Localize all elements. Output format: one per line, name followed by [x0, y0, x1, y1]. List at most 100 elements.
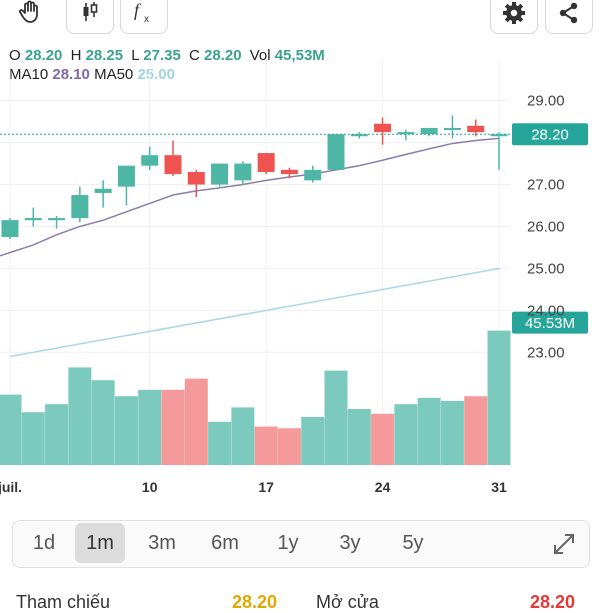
- ohlc-row: O 28.20 H 28.25 L 27.35 C 28.20 Vol 45,5…: [9, 46, 325, 65]
- open-value: 28.20: [24, 47, 63, 64]
- date-axis-tick: 10: [142, 479, 158, 495]
- candle-body: [257, 153, 275, 172]
- low-value: 27.35: [143, 47, 181, 64]
- candle-body: [304, 169, 322, 181]
- date-axis-tick: 31: [491, 479, 507, 495]
- last-volume-tag: [512, 311, 588, 334]
- last-price-tag: [512, 123, 588, 146]
- candle-body: [211, 163, 229, 185]
- ma-row: MA10 28.10 MA50 25.00: [9, 65, 325, 84]
- settings-button[interactable]: [490, 0, 538, 34]
- close-label: C: [188, 47, 200, 64]
- volume-bar: [394, 404, 418, 465]
- ohlc-legend: O 28.20 H 28.25 L 27.35 C 28.20 Vol 45,5…: [9, 46, 325, 84]
- price-axis-tick: 29.00: [527, 93, 565, 110]
- candle-body: [94, 188, 112, 193]
- open-label: O: [9, 47, 21, 64]
- volume-bar: [184, 378, 208, 465]
- volume-bar: [0, 394, 22, 465]
- ma50-label: MA50: [94, 66, 134, 83]
- low-label: L: [131, 47, 140, 64]
- price-chart[interactable]: 28.20 45.53M 29.00 27.00 26.00 25.00 24.00 23.0…: [0, 60, 600, 500]
- volume-bar: [324, 370, 348, 465]
- price-axis-tick: 24.00: [527, 302, 565, 319]
- last-volume-label: 45.53M: [525, 315, 575, 332]
- candle-body: [48, 218, 66, 221]
- volume-bar: [68, 367, 92, 465]
- volume-bar: [371, 413, 395, 465]
- date-axis-tick: 17: [258, 479, 274, 495]
- volume-label: Vol: [249, 47, 271, 64]
- range-3m-button[interactable]: 3m: [148, 531, 176, 554]
- price-axis-tick: 23.00: [527, 344, 565, 361]
- price-axis-tick: 26.00: [527, 218, 565, 235]
- reference-value: 28.20: [232, 592, 278, 612]
- range-1y-button[interactable]: 1y: [277, 531, 299, 554]
- volume-bar: [138, 389, 162, 465]
- candle-body: [350, 134, 368, 137]
- range-3y-button[interactable]: 3y: [339, 531, 361, 554]
- volume-bar: [464, 396, 488, 465]
- price-axis-tick: 27.00: [527, 177, 565, 194]
- ma10-line: [0, 137, 500, 257]
- share-button[interactable]: [545, 0, 593, 34]
- candle-body: [467, 125, 485, 133]
- volume-bar: [301, 417, 325, 465]
- volume-bar: [487, 330, 511, 465]
- open-price-value: 28.20: [530, 592, 576, 612]
- range-1m-button[interactable]: 1m: [75, 523, 125, 563]
- high-value: 28.25: [85, 47, 124, 64]
- volume-bar: [91, 380, 115, 465]
- candle-body: [420, 127, 438, 135]
- volume-bar: [277, 428, 301, 465]
- volume-bar: [45, 404, 69, 465]
- candle-body: [374, 123, 392, 133]
- svg-text:f: f: [134, 0, 142, 20]
- volume-bar: [161, 389, 185, 465]
- chart-type-button[interactable]: [66, 0, 114, 34]
- last-price-label: 28.20: [531, 127, 569, 144]
- candlestick-icon: [83, 2, 98, 21]
- candle-body: [24, 218, 42, 221]
- range-5y-button[interactable]: 5y: [402, 531, 424, 554]
- range-selector: 1d 1m 3m 6m 1y 3y 5y: [12, 520, 590, 568]
- range-1d-button[interactable]: 1d: [32, 531, 56, 554]
- volume-bar: [114, 396, 138, 465]
- date-axis-tick: juil.: [0, 479, 22, 495]
- candle-body: [117, 165, 135, 187]
- candle-body: [234, 163, 252, 181]
- volume-bar: [347, 409, 371, 465]
- date-axis-tick: 24: [375, 479, 391, 495]
- high-label: H: [70, 47, 82, 64]
- settings-icon: [503, 2, 525, 24]
- ma10-label: MA10: [9, 66, 49, 83]
- reference-label: Tham chiếu: [16, 592, 111, 612]
- candle-body: [187, 171, 205, 185]
- volume-bar: [208, 421, 232, 465]
- chart-toolbar: f x: [0, 0, 600, 40]
- open-price-label: Mở cửa: [316, 592, 379, 612]
- price-axis-tick: 25.00: [527, 260, 565, 277]
- range-6m-button[interactable]: 6m: [211, 531, 239, 554]
- candle-body: [280, 169, 298, 175]
- hand-icon: [19, 0, 38, 23]
- candle-body: [1, 220, 19, 237]
- expand-icon[interactable]: [549, 529, 579, 559]
- hand-tool-button[interactable]: [8, 0, 54, 32]
- candle-body: [71, 195, 89, 219]
- candle-body: [141, 155, 159, 166]
- candle-body: [397, 132, 415, 135]
- volume-bar: [417, 397, 441, 465]
- indicators-button[interactable]: f x: [120, 0, 168, 34]
- ma10-value: 28.10: [52, 66, 90, 83]
- quote-summary-row: Tham chiếu 28.20 Mở cửa 28.20: [0, 582, 600, 612]
- volume-bar: [231, 407, 255, 465]
- volume-bar: [21, 412, 45, 465]
- candle-body: [490, 134, 508, 137]
- candle-body: [327, 134, 345, 170]
- volume-value: 45,53M: [274, 47, 325, 64]
- candle-body: [164, 155, 182, 175]
- ma50-line: [9, 267, 501, 358]
- share-icon: [559, 2, 578, 24]
- function-icon: f x: [134, 0, 149, 25]
